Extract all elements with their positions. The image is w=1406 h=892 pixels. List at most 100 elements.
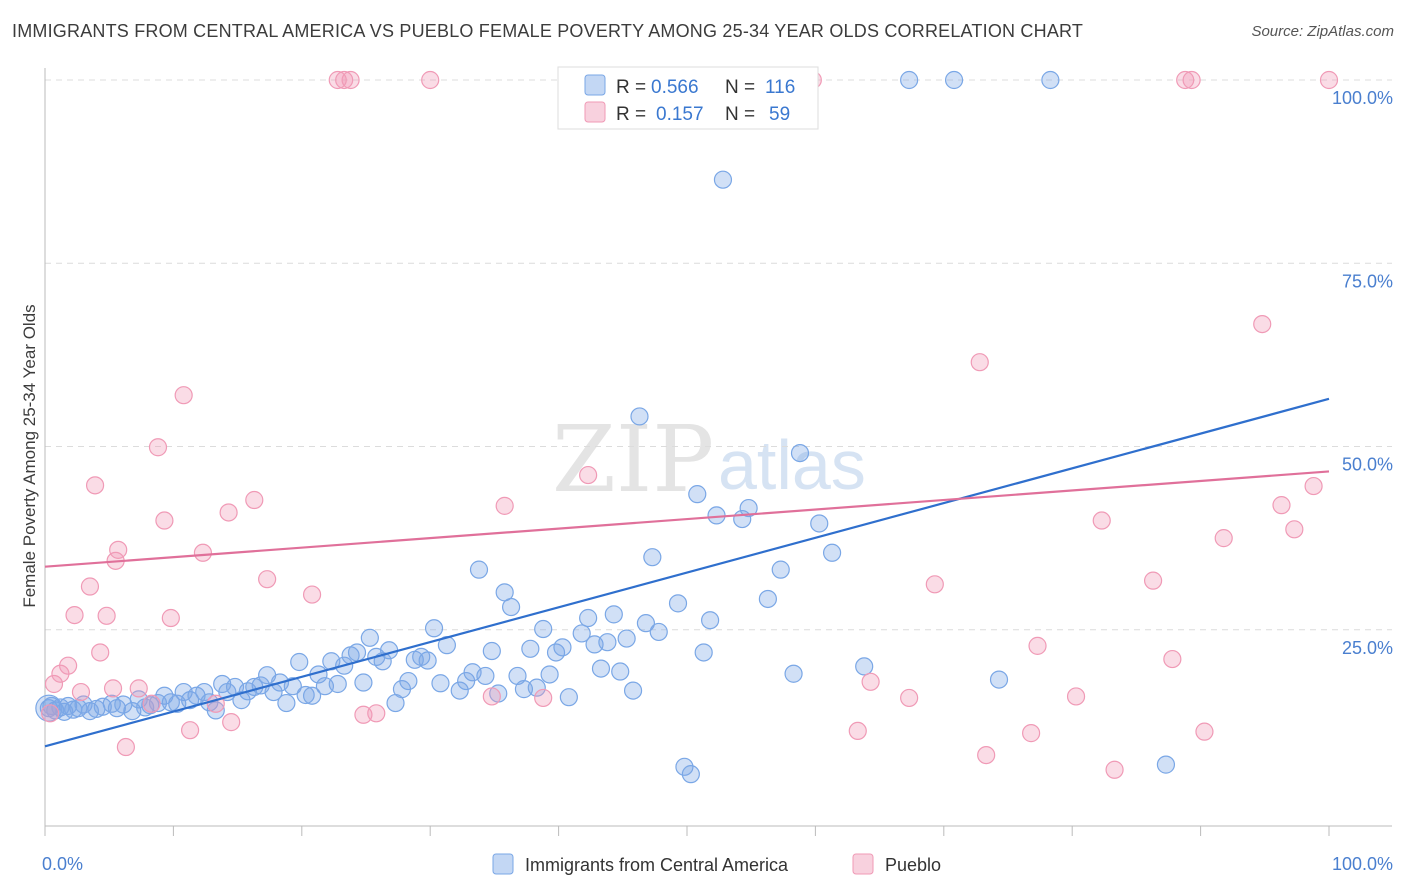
data-point-pink-41	[900, 688, 919, 708]
bottom-legend-swatch-pink	[852, 853, 874, 875]
data-point-pink-51	[1163, 649, 1182, 669]
data-point-pink-17	[155, 511, 174, 530]
data-point-blue-51	[354, 673, 373, 692]
y-tick-label-50: 50.0%	[1342, 455, 1393, 475]
legend-n-label-blue: N =	[725, 77, 755, 98]
data-point-pink-52	[1176, 70, 1195, 90]
legend-r-label-pink: R =	[616, 104, 646, 125]
data-point-pink-57	[1272, 496, 1291, 515]
y-tick-label-25: 25.0%	[1342, 638, 1393, 658]
data-point-blue-93	[636, 614, 656, 633]
x-tick-label-max: 100.0%	[1332, 854, 1393, 874]
legend-r-label-blue: R =	[616, 77, 646, 98]
data-point-blue-28	[206, 701, 225, 720]
data-point-pink-58	[1285, 520, 1304, 539]
data-point-blue-113	[900, 70, 919, 90]
bottom-legend-swatch-blue	[492, 853, 514, 875]
data-point-blue-86	[591, 659, 611, 678]
data-point-blue-98	[681, 765, 700, 784]
data-point-blue-68	[469, 560, 489, 579]
data-point-pink-45	[1022, 724, 1041, 743]
data-point-blue-70	[482, 641, 501, 661]
data-point-pink-44	[977, 745, 996, 765]
data-point-blue-116	[1041, 70, 1060, 90]
data-point-pink-35	[495, 496, 514, 515]
data-point-pink-15	[142, 694, 161, 713]
data-point-blue-103	[713, 170, 733, 189]
legend-r-value-blue: 0.566	[651, 77, 699, 98]
data-point-pink-9	[97, 606, 116, 625]
legend-swatch-pink	[584, 101, 606, 123]
data-point-blue-65	[450, 681, 469, 700]
data-point-pink-23	[219, 503, 238, 522]
data-point-blue-94	[643, 548, 662, 567]
data-point-pink-49	[1105, 760, 1124, 779]
data-point-blue-105	[739, 498, 758, 518]
data-point-pink-10	[103, 679, 123, 698]
data-point-pink-24	[222, 713, 241, 732]
legend-n-value-blue: 116	[765, 77, 795, 98]
data-point-blue-111	[822, 543, 842, 562]
data-point-blue-100	[694, 643, 713, 662]
data-point-blue-82	[559, 688, 578, 707]
data-point-pink-43	[970, 353, 989, 372]
data-point-blue-108	[784, 664, 803, 683]
data-point-pink-8	[91, 643, 110, 662]
data-point-blue-114	[944, 70, 964, 90]
data-point-pink-60	[1304, 476, 1323, 496]
data-point-pink-0	[41, 704, 60, 723]
data-point-blue-62	[424, 619, 444, 638]
data-point-pink-39	[848, 721, 867, 741]
source-note: Source: ZipAtlas.com	[1251, 23, 1394, 40]
data-point-blue-79	[540, 665, 559, 684]
data-point-pink-28	[328, 70, 347, 90]
legend-box	[557, 66, 819, 130]
data-point-pink-26	[258, 570, 277, 589]
data-point-blue-89	[611, 662, 630, 681]
data-point-pink-55	[1214, 529, 1233, 548]
data-point-blue-21	[161, 693, 180, 712]
data-point-blue-91	[623, 681, 643, 700]
data-point-pink-14	[129, 679, 148, 698]
data-point-pink-32	[367, 704, 386, 723]
data-point-blue-90	[617, 629, 636, 648]
data-point-blue-97	[675, 757, 694, 776]
data-point-pink-19	[174, 386, 193, 405]
data-point-blue-26	[195, 682, 214, 702]
bottom-legend-label-pink: Pueblo	[885, 855, 941, 875]
legend-swatch-blue	[584, 74, 606, 96]
data-point-pink-4	[65, 605, 84, 625]
data-point-pink-34	[482, 687, 501, 706]
watermark: ZIP atlas	[552, 406, 866, 513]
chart-title: IMMIGRANTS FROM CENTRAL AMERICA VS PUEBL…	[12, 21, 1084, 41]
watermark-atlas: atlas	[718, 426, 866, 504]
data-point-blue-88	[604, 605, 623, 624]
data-point-blue-84	[579, 608, 598, 628]
data-point-blue-109	[790, 443, 810, 463]
data-point-pink-33	[421, 70, 440, 90]
data-point-pink-47	[1066, 687, 1086, 706]
data-point-pink-59	[1319, 70, 1339, 90]
legend-n-value-pink: 59	[769, 104, 790, 125]
data-point-blue-112	[855, 657, 874, 676]
data-point-pink-36	[534, 688, 553, 708]
data-point-blue-110	[810, 514, 829, 533]
data-point-blue-73	[501, 597, 521, 617]
data-point-blue-19	[148, 693, 168, 713]
legend: R = 0.566 N = 116 R = 0.157 N = 59	[557, 66, 819, 130]
data-point-pink-16	[148, 438, 168, 457]
data-point-pink-25	[245, 490, 264, 510]
data-point-blue-99	[688, 485, 707, 504]
data-point-blue-47	[328, 674, 347, 694]
data-point-pink-27	[302, 585, 322, 604]
data-point-blue-96	[668, 594, 688, 613]
y-tick-label-75: 75.0%	[1342, 271, 1393, 291]
bottom-legend-label-blue: Immigrants from Central America	[525, 855, 789, 875]
data-point-blue-50	[347, 643, 367, 662]
trend-line-pink	[44, 470, 1330, 568]
data-point-blue-58	[399, 671, 418, 691]
data-point-pink-48	[1092, 511, 1111, 530]
data-point-blue-20	[155, 686, 174, 705]
data-point-pink-40	[861, 672, 880, 691]
